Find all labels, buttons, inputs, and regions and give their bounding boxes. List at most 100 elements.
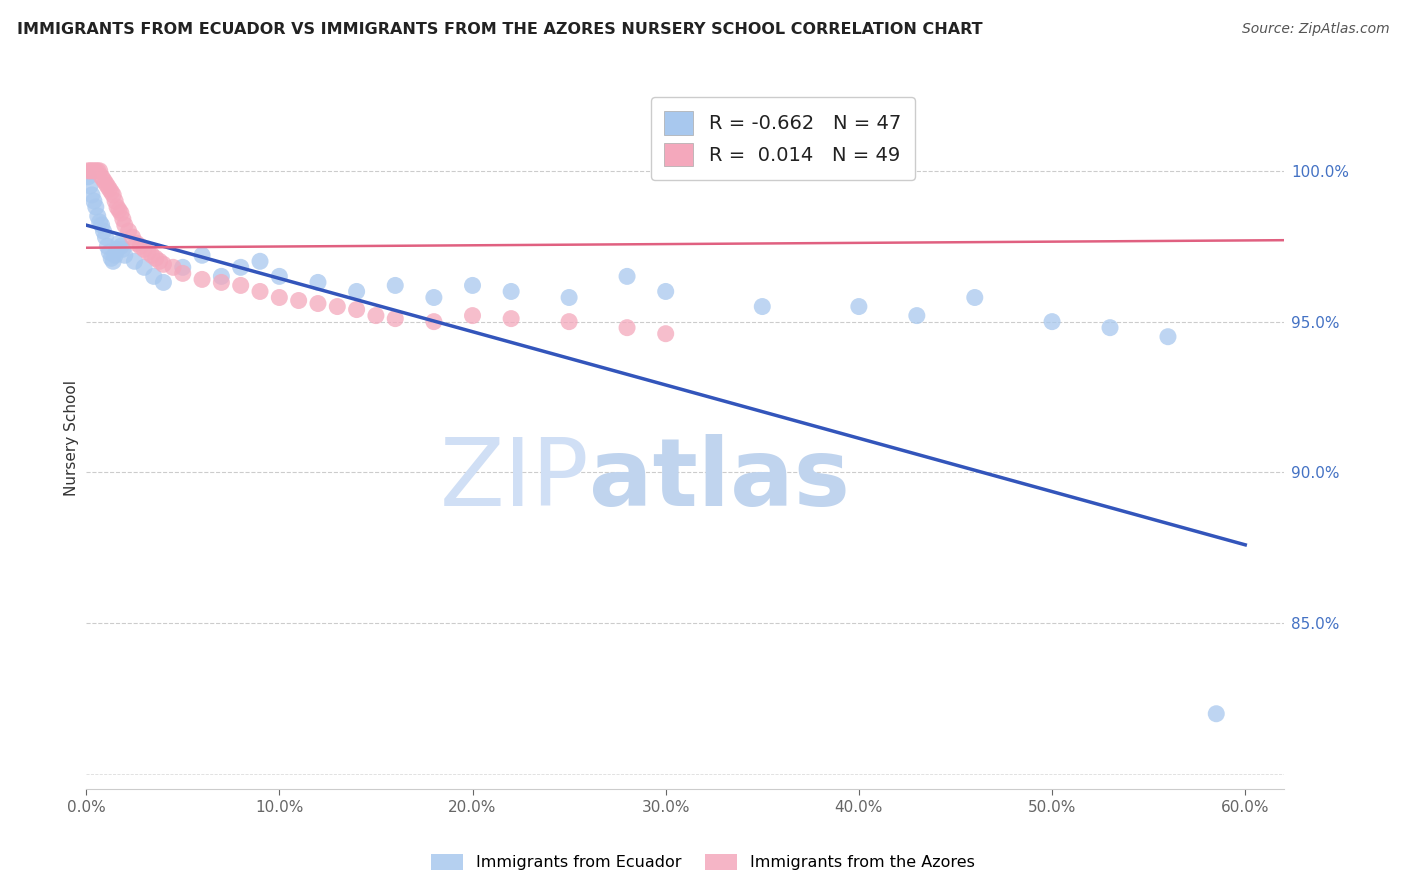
Point xyxy=(423,315,446,329)
Point xyxy=(104,194,127,208)
Point xyxy=(229,278,252,293)
Text: atlas: atlas xyxy=(589,434,851,526)
Legend: R = -0.662   N = 47, R =  0.014   N = 49: R = -0.662 N = 47, R = 0.014 N = 49 xyxy=(651,97,915,180)
Point xyxy=(269,269,291,284)
Point xyxy=(172,260,194,275)
Point xyxy=(111,242,134,256)
Point xyxy=(83,163,105,178)
Point xyxy=(80,188,103,202)
Point xyxy=(87,163,110,178)
Point xyxy=(124,254,146,268)
Point xyxy=(229,260,252,275)
Point xyxy=(654,326,676,341)
Y-axis label: Nursery School: Nursery School xyxy=(65,380,79,496)
Point xyxy=(501,285,523,299)
Point xyxy=(110,239,132,253)
Point xyxy=(191,272,214,286)
Point xyxy=(114,248,136,262)
Point xyxy=(616,320,638,334)
Point xyxy=(93,173,115,187)
Point xyxy=(136,245,159,260)
Point xyxy=(423,291,446,305)
Point xyxy=(249,254,271,268)
Point xyxy=(848,300,870,314)
Point xyxy=(83,194,105,208)
Point xyxy=(963,291,986,305)
Point xyxy=(346,285,368,299)
Point xyxy=(77,169,100,184)
Text: Source: ZipAtlas.com: Source: ZipAtlas.com xyxy=(1241,22,1389,37)
Point xyxy=(209,276,232,290)
Text: IMMIGRANTS FROM ECUADOR VS IMMIGRANTS FROM THE AZORES NURSERY SCHOOL CORRELATION: IMMIGRANTS FROM ECUADOR VS IMMIGRANTS FR… xyxy=(17,22,983,37)
Point xyxy=(364,309,387,323)
Point xyxy=(141,248,163,262)
Point xyxy=(84,200,107,214)
Point xyxy=(384,311,406,326)
Point xyxy=(94,176,117,190)
Point xyxy=(100,185,122,199)
Point xyxy=(108,236,131,251)
Point xyxy=(1205,706,1227,721)
Point xyxy=(125,236,148,251)
Point xyxy=(87,209,110,223)
Point xyxy=(90,218,112,232)
Point xyxy=(209,269,232,284)
Point xyxy=(152,276,174,290)
Point xyxy=(461,278,484,293)
Legend: Immigrants from Ecuador, Immigrants from the Azores: Immigrants from Ecuador, Immigrants from… xyxy=(425,847,981,877)
Point xyxy=(77,163,100,178)
Point xyxy=(307,276,329,290)
Point xyxy=(110,206,132,220)
Point xyxy=(132,260,155,275)
Point xyxy=(384,278,406,293)
Point xyxy=(114,218,136,232)
Point xyxy=(461,309,484,323)
Point xyxy=(132,242,155,256)
Point xyxy=(1157,329,1180,343)
Point xyxy=(79,178,101,193)
Point xyxy=(616,269,638,284)
Point xyxy=(249,285,271,299)
Point xyxy=(145,252,167,266)
Point xyxy=(172,266,194,280)
Point xyxy=(346,302,368,317)
Point xyxy=(1040,315,1063,329)
Point xyxy=(558,291,581,305)
Point xyxy=(108,202,131,217)
Point xyxy=(121,230,143,244)
Point xyxy=(98,182,121,196)
Point xyxy=(79,163,101,178)
Point xyxy=(191,248,214,262)
Point xyxy=(103,188,125,202)
Point xyxy=(1098,320,1121,334)
Point xyxy=(93,224,115,238)
Point xyxy=(129,239,152,253)
Text: ZIP: ZIP xyxy=(440,434,589,526)
Point xyxy=(98,245,121,260)
Point xyxy=(287,293,309,308)
Point xyxy=(96,239,118,253)
Point xyxy=(751,300,773,314)
Point xyxy=(104,248,127,262)
Point xyxy=(558,315,581,329)
Point xyxy=(307,296,329,310)
Point xyxy=(89,163,111,178)
Point xyxy=(326,300,349,314)
Point xyxy=(89,215,111,229)
Point xyxy=(501,311,523,326)
Point xyxy=(162,260,184,275)
Point xyxy=(269,291,291,305)
Point xyxy=(118,224,141,238)
Point xyxy=(100,252,122,266)
Point xyxy=(94,230,117,244)
Point xyxy=(111,212,134,227)
Point xyxy=(103,254,125,268)
Point xyxy=(152,257,174,271)
Point xyxy=(90,169,112,184)
Point xyxy=(84,163,107,178)
Point xyxy=(654,285,676,299)
Point xyxy=(96,178,118,193)
Point xyxy=(905,309,928,323)
Point xyxy=(105,242,128,256)
Point xyxy=(148,254,170,268)
